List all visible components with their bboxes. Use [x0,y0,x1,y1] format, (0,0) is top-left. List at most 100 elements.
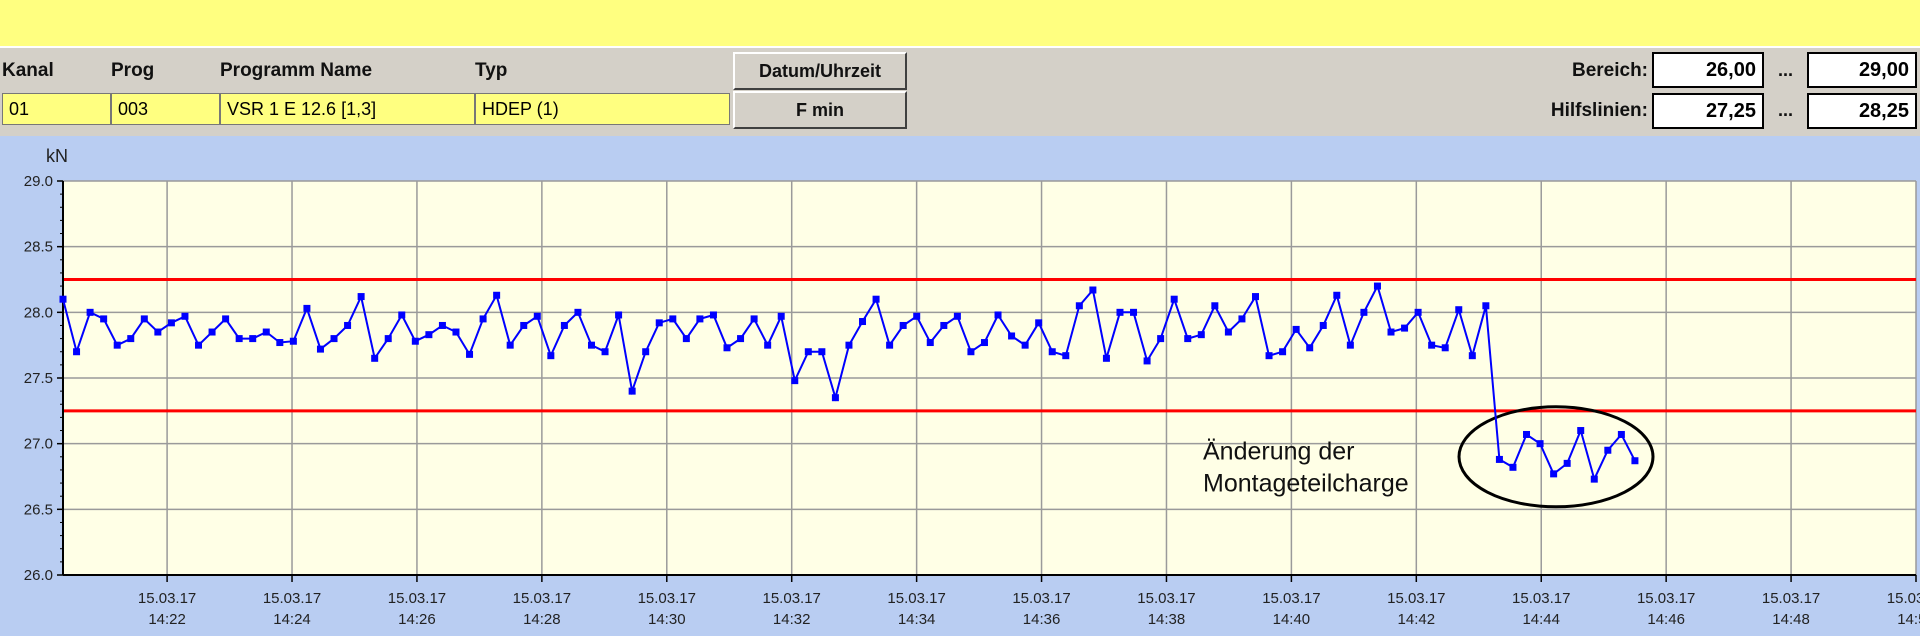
data-point [723,344,731,352]
data-point [86,308,94,316]
header-panel: Kanal Prog Programm Name Typ 01 003 VSR … [0,46,1920,136]
data-point [1238,315,1246,323]
data-point [953,312,961,320]
data-point [398,311,406,319]
x-tick-time: 14:22 [148,611,186,628]
data-point [384,335,392,343]
data-point [154,328,162,336]
data-point [940,321,948,329]
bereich-label: Bereich: [1571,60,1648,81]
data-point [831,394,839,402]
x-tick-date: 15.03.17 [887,590,945,607]
x-tick-date: 15.03.17 [1262,590,1320,607]
data-point [967,348,975,356]
datum-uhrzeit-button[interactable]: Datum/Uhrzeit [733,52,907,90]
data-point [1536,440,1544,448]
data-point [1075,302,1083,310]
data-point [1373,282,1381,290]
data-point [1590,475,1598,483]
data-point [1563,459,1571,467]
data-point [615,311,623,319]
data-point [574,308,582,316]
bereich-min-input[interactable]: 26,00 [1652,52,1764,88]
data-point [479,315,487,323]
data-point [601,348,609,356]
kanal-field[interactable]: 01 [2,93,111,125]
data-point [1577,427,1585,435]
data-point [926,339,934,347]
data-point [1550,470,1558,478]
data-point [764,341,772,349]
data-point [1604,446,1612,454]
data-point [167,319,175,327]
data-point [411,337,419,345]
data-point [1523,430,1531,438]
data-point [709,311,717,319]
f-min-button[interactable]: F min [733,91,907,129]
bereich-max-input[interactable]: 29,00 [1807,52,1917,88]
data-point [980,339,988,347]
hilfslinien-label: Hilfslinien: [1550,100,1648,121]
programm-name-label: Programm Name [220,60,373,81]
prog-field[interactable]: 003 [111,93,220,125]
data-point [1035,319,1043,327]
x-tick-time: 14:38 [1148,611,1186,628]
data-point [533,312,541,320]
top-status-bar [0,0,1920,46]
data-point [1346,341,1354,349]
data-point [1428,341,1436,349]
y-tick-label: 28.0 [24,304,53,321]
annotation-ellipse [1457,405,1655,509]
data-point [208,328,216,336]
typ-field[interactable]: HDEP (1) [475,93,730,125]
x-tick-time: 14:46 [1647,611,1685,628]
y-tick-label: 27.5 [24,370,53,387]
data-point [127,335,135,343]
data-point [1008,332,1016,340]
data-point [289,337,297,345]
data-point [73,348,81,356]
hilfslinien-min-input[interactable]: 27,25 [1652,93,1764,129]
data-point [1306,344,1314,352]
hilfslinien-max-input[interactable]: 28,25 [1807,93,1917,129]
data-point [547,352,555,360]
data-point [1062,352,1070,360]
data-point [1157,335,1165,343]
y-tick-label: 26.5 [24,501,53,518]
x-tick-date: 15.03.17 [1762,590,1820,607]
data-point [1102,354,1110,362]
data-point [466,350,474,358]
data-point [235,335,243,343]
data-point [845,341,853,349]
data-point [1509,463,1517,471]
x-tick-time: 14:40 [1273,611,1311,628]
x-tick-date: 15.03.17 [1637,590,1695,607]
data-point [1021,341,1029,349]
data-point [1265,352,1273,360]
data-point [899,321,907,329]
data-point [195,341,203,349]
data-point [1455,306,1463,314]
data-point [1251,293,1259,301]
data-point [1048,348,1056,356]
data-point [316,345,324,353]
x-tick-date: 15.03.17 [1512,590,1570,607]
data-point [425,331,433,339]
data-point [493,291,501,299]
data-point [791,377,799,385]
x-tick-time: 14:48 [1772,611,1810,628]
x-tick-date: 15.03.17 [1137,590,1195,607]
data-point [1224,328,1232,336]
programm-name-field[interactable]: VSR 1 E 12.6 [1,3] [220,93,475,125]
data-point [1482,302,1490,310]
data-point [181,312,189,320]
hilfslinien-range-separator: ... [1778,100,1794,120]
data-point [1197,331,1205,339]
data-point [913,312,921,320]
x-tick-time: 14:32 [773,611,811,628]
data-point [804,348,812,356]
data-point [1116,308,1124,316]
force-chart: 29.0 28.5 28.0 27.5 27.0 26.5 26.0 15.03.17 14:2… [24,146,1920,628]
data-point [1617,430,1625,438]
data-point [1631,457,1639,465]
